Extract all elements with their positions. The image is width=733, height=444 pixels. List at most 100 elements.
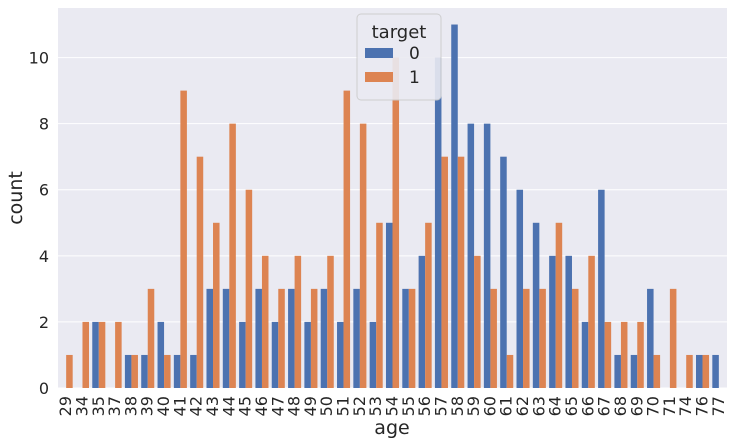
bar-age-57-target-1: [441, 156, 448, 388]
x-tick-label: 29: [56, 396, 75, 416]
x-axis-label: age: [374, 417, 409, 439]
bar-age-52-target-0: [353, 288, 360, 388]
bar-age-39-target-0: [141, 354, 148, 388]
x-tick-label: 58: [448, 396, 467, 416]
y-tick-label: 8: [39, 115, 49, 134]
legend-swatch-1: [365, 72, 393, 82]
bar-age-67-target-1: [604, 321, 612, 388]
x-tick-label: 34: [72, 396, 91, 416]
bar-age-69-target-0: [630, 354, 638, 388]
y-tick-label: 10: [29, 49, 49, 68]
bar-age-59-target-0: [467, 123, 475, 389]
bar-age-41-target-0: [173, 354, 181, 388]
x-tick-label: 47: [268, 396, 287, 416]
bar-age-65-target-0: [565, 255, 572, 388]
bar-age-64-target-1: [555, 222, 563, 388]
bar-age-55-target-1: [408, 288, 416, 388]
bar-age-53-target-1: [376, 222, 383, 388]
bar-age-68-target-0: [614, 354, 621, 388]
bar-age-29-target-1: [66, 354, 73, 388]
x-tick-label: 68: [611, 396, 630, 416]
x-tick-label: 59: [464, 396, 483, 416]
legend-label-0: 0: [409, 44, 420, 64]
bar-age-60-target-1: [490, 288, 497, 388]
bar-age-77-target-0: [712, 354, 719, 388]
bar-age-47-target-1: [278, 288, 285, 388]
x-tick-label: 61: [497, 396, 516, 416]
bar-age-54-target-0: [385, 222, 393, 388]
bar-age-49-target-1: [310, 288, 318, 388]
bar-age-58-target-0: [451, 24, 458, 389]
bar-age-41-target-1: [180, 90, 187, 388]
x-tick-label: 57: [431, 396, 450, 416]
x-tick-label: 76: [693, 396, 712, 416]
x-tick-label: 40: [154, 396, 173, 416]
bar-age-59-target-1: [474, 255, 481, 388]
x-tick-label: 52: [350, 396, 369, 416]
bars: [66, 24, 719, 389]
bar-age-70-target-0: [647, 288, 654, 388]
bar-age-35-target-0: [92, 321, 99, 388]
x-tick-label: 51: [334, 396, 353, 416]
bar-age-74-target-1: [686, 354, 693, 388]
x-tick-label: 53: [366, 396, 385, 416]
x-tick-label: 43: [203, 396, 222, 416]
bar-age-56-target-0: [418, 255, 426, 388]
bar-age-48-target-1: [294, 255, 302, 388]
x-tick-label: 38: [121, 396, 140, 416]
bar-age-70-target-1: [653, 354, 661, 388]
bar-age-65-target-1: [571, 288, 579, 388]
bar-age-64-target-0: [549, 255, 556, 388]
bar-age-54-target-1: [392, 57, 400, 388]
bar-age-63-target-1: [539, 288, 546, 388]
x-tick-label: 45: [236, 396, 255, 416]
bar-age-38-target-1: [131, 354, 138, 388]
x-tick-label: 67: [595, 396, 614, 416]
x-tick-label: 37: [105, 396, 124, 416]
x-tick-label: 71: [660, 396, 679, 416]
bar-age-51-target-1: [343, 90, 351, 388]
bar-age-35-target-1: [98, 321, 106, 388]
bar-age-47-target-0: [271, 321, 279, 388]
legend-title: target: [372, 22, 427, 43]
x-tick-labels: 2934353738394041424344454647484950515253…: [56, 396, 728, 416]
legend-label-1: 1: [409, 68, 420, 88]
x-tick-label: 77: [709, 396, 728, 416]
bar-age-62-target-0: [516, 189, 524, 388]
y-tick-label: 2: [39, 313, 49, 332]
x-tick-label: 50: [317, 396, 336, 416]
bar-age-40-target-1: [164, 354, 171, 388]
bar-age-37-target-1: [115, 321, 122, 388]
y-tick-labels: 0 2 4 6 8 10: [29, 49, 49, 398]
bar-age-43-target-1: [213, 222, 220, 388]
y-tick-label: 4: [39, 247, 49, 266]
x-tick-label: 54: [383, 396, 402, 416]
x-tick-label: 66: [578, 396, 597, 416]
bar-age-76-target-0: [695, 354, 703, 388]
bar-age-44-target-1: [229, 123, 236, 389]
bar-age-50-target-0: [320, 288, 328, 388]
bar-age-48-target-0: [288, 288, 295, 388]
x-tick-label: 48: [285, 396, 304, 416]
bar-age-66-target-0: [581, 321, 589, 388]
x-tick-label: 56: [415, 396, 434, 416]
bar-age-62-target-1: [523, 288, 530, 388]
x-tick-label: 55: [399, 396, 418, 416]
bar-age-71-target-1: [669, 288, 677, 388]
bar-age-39-target-1: [147, 288, 155, 388]
bar-age-67-target-0: [598, 189, 605, 388]
x-tick-label: 70: [644, 396, 663, 416]
bar-age-50-target-1: [327, 255, 334, 388]
bar-age-56-target-1: [425, 222, 432, 388]
bar-age-38-target-0: [124, 354, 132, 388]
x-tick-label: 62: [513, 396, 532, 416]
y-tick-label: 0: [39, 379, 49, 398]
bar-age-44-target-0: [222, 288, 230, 388]
bar-age-51-target-0: [337, 321, 344, 388]
bar-age-53-target-0: [369, 321, 377, 388]
x-tick-label: 64: [546, 396, 565, 416]
x-tick-label: 63: [529, 396, 548, 416]
legend: target 0 1: [356, 13, 442, 101]
x-tick-label: 42: [187, 396, 206, 416]
